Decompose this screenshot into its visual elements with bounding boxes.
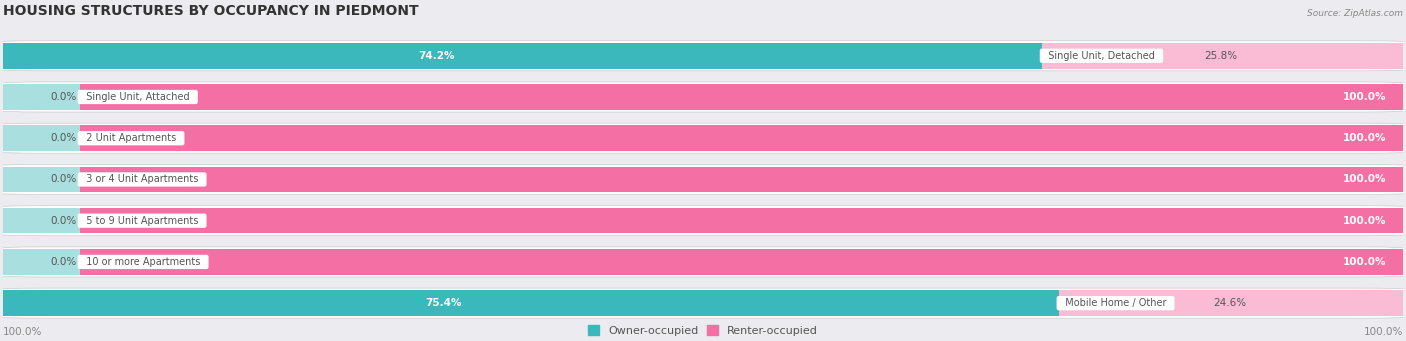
Bar [3,208,80,234]
Text: Source: ZipAtlas.com: Source: ZipAtlas.com [1308,9,1403,18]
Text: 100.0%: 100.0% [1343,175,1386,184]
Text: Mobile Home / Other: Mobile Home / Other [1059,298,1173,308]
Text: 100.0%: 100.0% [3,327,42,337]
Text: 10 or more Apartments: 10 or more Apartments [80,257,207,267]
Text: 25.8%: 25.8% [1205,51,1237,61]
Text: 0.0%: 0.0% [51,175,77,184]
Text: HOUSING STRUCTURES BY OCCUPANCY IN PIEDMONT: HOUSING STRUCTURES BY OCCUPANCY IN PIEDM… [3,4,419,18]
Text: 2 Unit Apartments: 2 Unit Apartments [80,133,183,143]
FancyBboxPatch shape [0,82,1406,112]
FancyBboxPatch shape [0,206,1406,236]
FancyBboxPatch shape [0,288,1406,318]
Text: Single Unit, Attached: Single Unit, Attached [80,92,195,102]
Bar [1042,43,1403,69]
Bar [3,291,1059,316]
Text: 0.0%: 0.0% [51,216,77,226]
FancyBboxPatch shape [0,123,1406,153]
Bar [3,249,80,275]
Text: 24.6%: 24.6% [1213,298,1247,308]
Bar [80,249,1403,275]
Text: Single Unit, Detached: Single Unit, Detached [1042,51,1161,61]
Bar [80,84,1403,110]
Bar [3,84,80,110]
Text: 3 or 4 Unit Apartments: 3 or 4 Unit Apartments [80,175,204,184]
Text: 0.0%: 0.0% [51,257,77,267]
Text: 100.0%: 100.0% [1343,92,1386,102]
Text: 100.0%: 100.0% [1343,216,1386,226]
Text: 0.0%: 0.0% [51,133,77,143]
Bar [1059,291,1403,316]
Bar [3,43,1042,69]
Text: 74.2%: 74.2% [419,51,456,61]
Bar [80,167,1403,192]
Bar [3,125,80,151]
Text: 100.0%: 100.0% [1343,257,1386,267]
Text: 100.0%: 100.0% [1343,133,1386,143]
Text: 100.0%: 100.0% [1364,327,1403,337]
Text: 0.0%: 0.0% [51,92,77,102]
Text: 5 to 9 Unit Apartments: 5 to 9 Unit Apartments [80,216,204,226]
Text: 75.4%: 75.4% [425,298,461,308]
FancyBboxPatch shape [0,41,1406,71]
FancyBboxPatch shape [0,164,1406,194]
Bar [80,125,1403,151]
FancyBboxPatch shape [0,247,1406,277]
Legend: Owner-occupied, Renter-occupied: Owner-occupied, Renter-occupied [588,325,818,336]
Bar [3,167,80,192]
Bar [80,208,1403,234]
